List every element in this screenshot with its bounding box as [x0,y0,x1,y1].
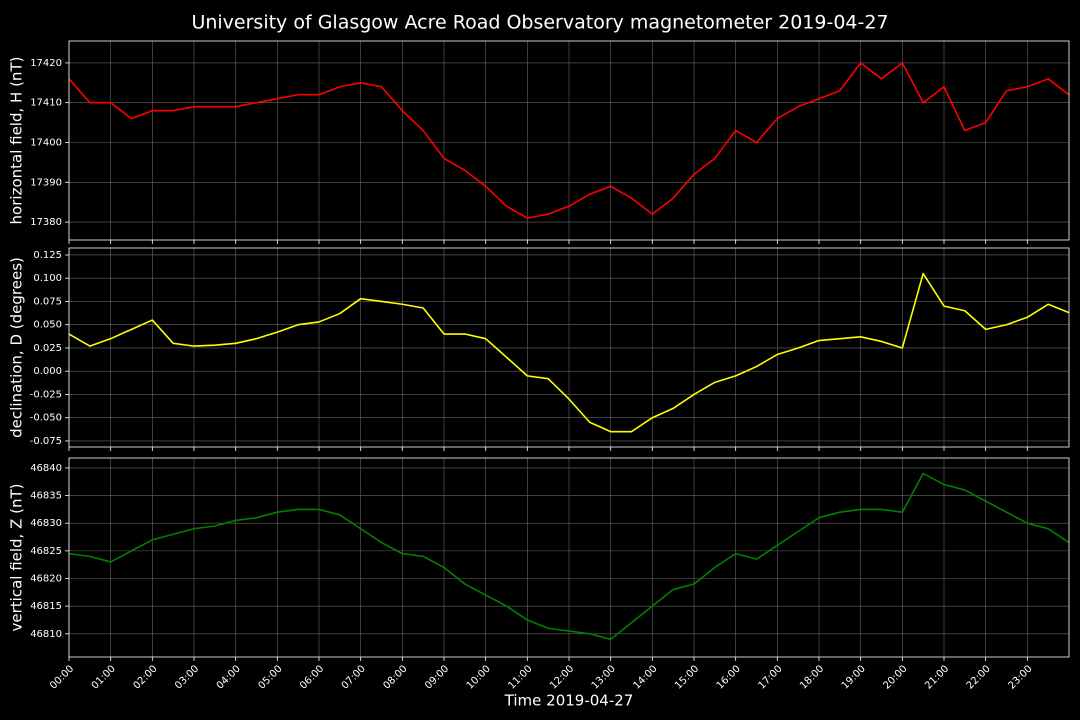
plot-frame [68,40,1070,241]
y-tick-label: 46815 [30,601,62,612]
y-tick-label: 46825 [30,546,62,557]
data-line [68,272,1070,433]
data-line [68,472,1070,641]
y-tick-label: 17420 [30,58,62,69]
y-tick-label: 17380 [30,217,62,228]
x-axis-label: Time 2019-04-27 [504,692,634,710]
y-axis-label: vertical field, Z (nT) [8,483,26,631]
y-axis-label: declination, D (degrees) [8,257,26,438]
y-tick-label: 0.075 [33,296,62,307]
y-tick-label: -0.050 [30,413,62,424]
y-tick-label: -0.075 [30,436,62,447]
y-tick-label: 17390 [30,177,62,188]
y-axis-label: horizontal field, H (nT) [8,57,26,225]
y-tick-label: 0.125 [33,250,62,261]
y-tick-label: 0.100 [33,273,62,284]
chart-title: University of Glasgow Acre Road Observat… [191,12,888,34]
y-tick-label: 46830 [30,518,62,529]
y-tick-label: 0.000 [33,366,62,377]
y-tick-label: 0.050 [33,320,62,331]
y-tick-label: -0.025 [30,389,62,400]
y-tick-label: 46820 [30,574,62,585]
y-tick-label: 46810 [30,629,62,640]
y-tick-label: 17400 [30,137,62,148]
y-tick-label: 17410 [30,98,62,109]
data-line [68,62,1070,219]
plot-frame [68,457,1070,658]
plot-frame [68,247,1070,448]
y-tick-label: 46840 [30,463,62,474]
y-tick-label: 46835 [30,491,62,502]
y-tick-label: 0.025 [33,343,62,354]
